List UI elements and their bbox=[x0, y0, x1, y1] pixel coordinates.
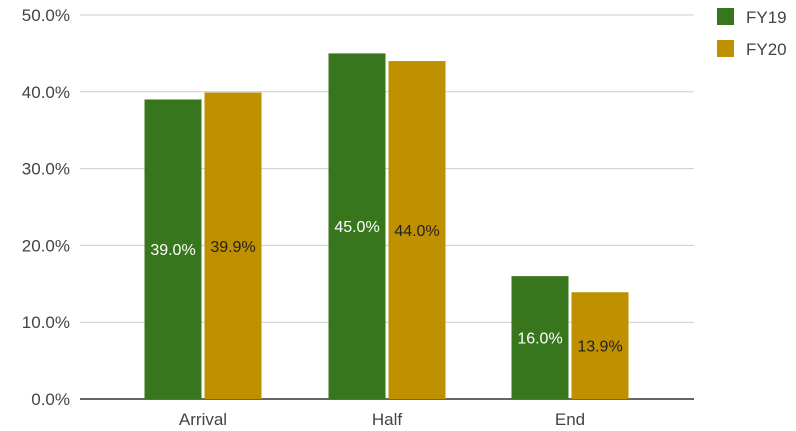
data-label: 45.0% bbox=[334, 219, 379, 236]
legend-label: FY19 bbox=[746, 8, 787, 27]
bar-fy19-half bbox=[328, 53, 386, 400]
bar-fy20-arrival bbox=[204, 92, 262, 400]
y-tick-label: 10.0% bbox=[22, 313, 70, 332]
legend-item-fy20: FY20 bbox=[717, 40, 787, 59]
legend: FY19 FY20 bbox=[717, 8, 787, 59]
legend-label: FY20 bbox=[746, 40, 787, 59]
data-label: 13.9% bbox=[577, 339, 622, 356]
data-label: 39.9% bbox=[210, 239, 255, 256]
bar-fy19-end bbox=[511, 276, 569, 399]
data-label: 39.0% bbox=[150, 242, 195, 259]
legend-swatch bbox=[717, 40, 734, 57]
data-labels: 39.0% 39.9% 45.0% 44.0% 16.0% 13.9% bbox=[150, 219, 622, 355]
data-label: 44.0% bbox=[394, 223, 439, 240]
legend-item-fy19: FY19 bbox=[717, 8, 787, 27]
x-category-label: Arrival bbox=[179, 410, 227, 429]
y-tick-label: 20.0% bbox=[22, 236, 70, 255]
y-tick-label: 0.0% bbox=[31, 390, 70, 409]
x-category-label: End bbox=[555, 410, 585, 429]
legend-swatch bbox=[717, 8, 734, 25]
bar-fy20-half bbox=[388, 61, 446, 400]
y-tick-label: 40.0% bbox=[22, 83, 70, 102]
x-axis: Arrival Half End bbox=[179, 410, 585, 429]
bars bbox=[144, 53, 629, 400]
y-tick-label: 50.0% bbox=[22, 6, 70, 25]
bar-fy20-end bbox=[571, 292, 629, 399]
y-axis: 0.0% 10.0% 20.0% 30.0% 40.0% 50.0% bbox=[22, 6, 70, 409]
data-label: 16.0% bbox=[517, 331, 562, 348]
x-category-label: Half bbox=[372, 410, 403, 429]
y-tick-label: 30.0% bbox=[22, 160, 70, 179]
bar-fy19-arrival bbox=[144, 99, 202, 399]
